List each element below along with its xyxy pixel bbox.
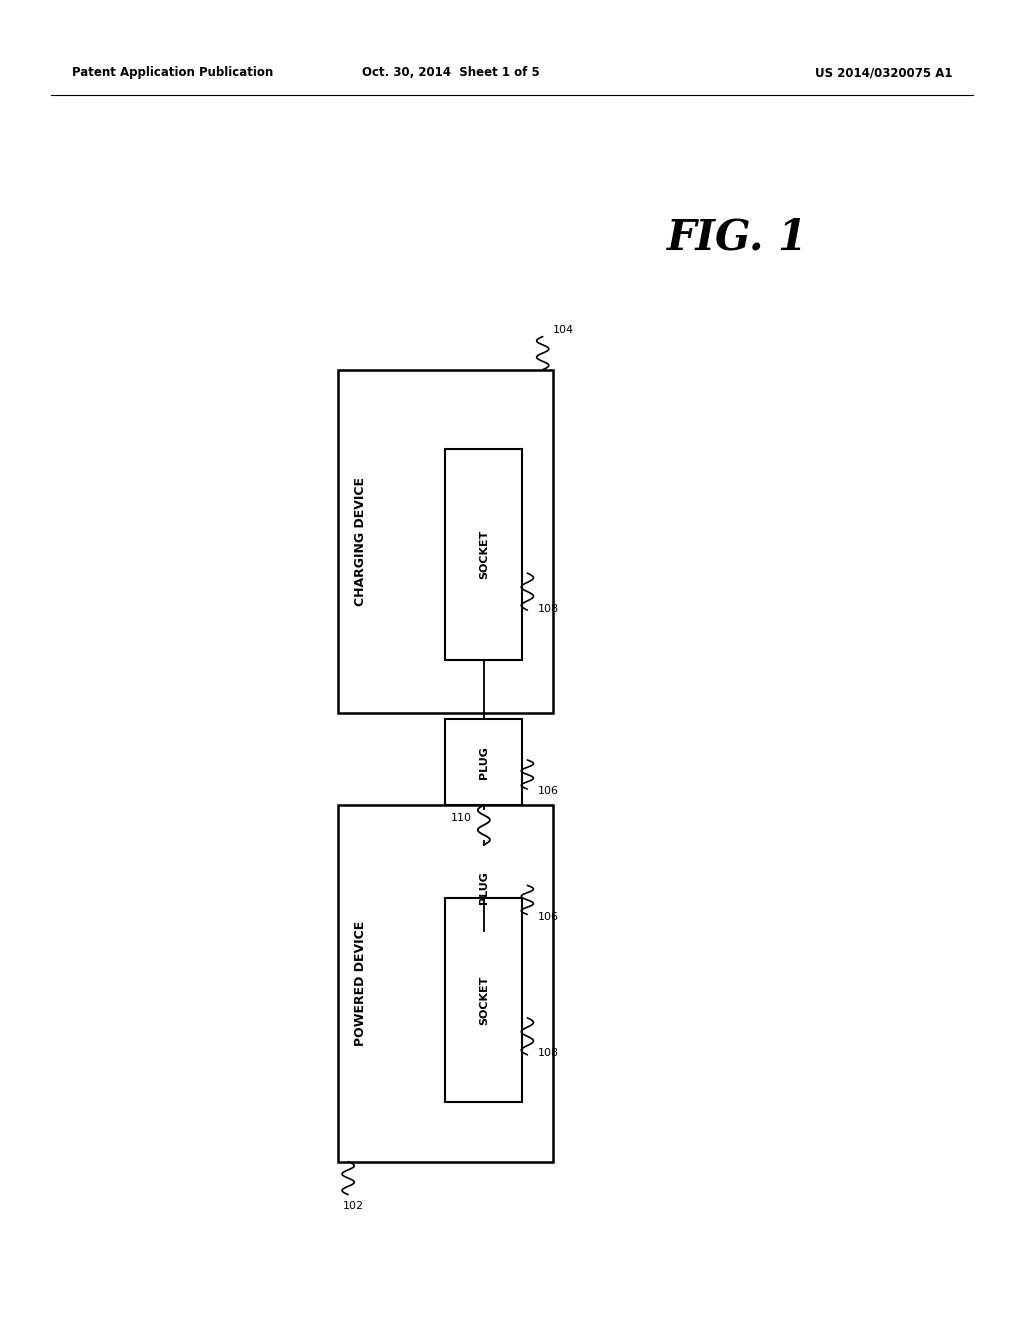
Text: Patent Application Publication: Patent Application Publication <box>72 66 273 79</box>
Text: 110: 110 <box>451 813 471 824</box>
Text: 108: 108 <box>538 603 559 614</box>
Text: 102: 102 <box>343 1201 365 1212</box>
Bar <box>445 449 522 660</box>
Text: 108: 108 <box>538 1048 559 1059</box>
Text: 106: 106 <box>538 912 559 921</box>
Text: CHARGING DEVICE: CHARGING DEVICE <box>354 477 367 606</box>
Bar <box>445 898 522 1102</box>
Bar <box>338 370 553 713</box>
Text: SOCKET: SOCKET <box>479 529 488 579</box>
Text: FIG. 1: FIG. 1 <box>667 216 808 259</box>
Text: US 2014/0320075 A1: US 2014/0320075 A1 <box>815 66 952 79</box>
Text: POWERED DEVICE: POWERED DEVICE <box>354 921 367 1045</box>
Bar <box>445 845 522 931</box>
Text: 104: 104 <box>553 325 574 335</box>
Text: 106: 106 <box>538 787 559 796</box>
Text: Oct. 30, 2014  Sheet 1 of 5: Oct. 30, 2014 Sheet 1 of 5 <box>361 66 540 79</box>
Bar <box>338 805 553 1162</box>
Text: SOCKET: SOCKET <box>479 975 488 1024</box>
Text: PLUG: PLUG <box>479 746 488 779</box>
Text: PLUG: PLUG <box>479 871 488 904</box>
Bar <box>445 719 522 805</box>
